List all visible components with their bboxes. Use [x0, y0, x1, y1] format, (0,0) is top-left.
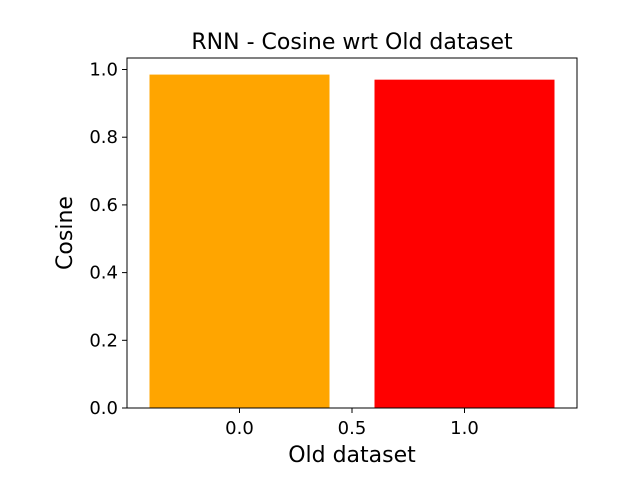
x-axis-ticks: 0.0 0.5 1.0 [225, 408, 479, 439]
y-axis-label: Cosine [53, 196, 78, 270]
x-tick-label-2: 1.0 [450, 418, 479, 439]
y-tick-label-0: 0.0 [89, 398, 118, 419]
bar-0 [149, 74, 330, 409]
y-tick-label-1: 0.2 [89, 330, 118, 351]
x-tick-label-1: 0.5 [338, 418, 367, 439]
y-tick-label-5: 1.0 [89, 60, 118, 81]
y-tick-label-4: 0.8 [89, 127, 118, 148]
chart-title: RNN - Cosine wrt Old dataset [191, 30, 513, 55]
bars-group [149, 74, 555, 409]
y-tick-label-3: 0.6 [89, 195, 118, 216]
y-tick-label-2: 0.4 [89, 263, 118, 284]
x-tick-label-0: 0.0 [225, 418, 254, 439]
x-axis-label: Old dataset [288, 443, 416, 468]
y-axis-ticks: 0.0 0.2 0.4 0.6 0.8 1.0 [89, 60, 127, 419]
plot-frame [126, 57, 578, 409]
bar-1 [374, 79, 555, 408]
